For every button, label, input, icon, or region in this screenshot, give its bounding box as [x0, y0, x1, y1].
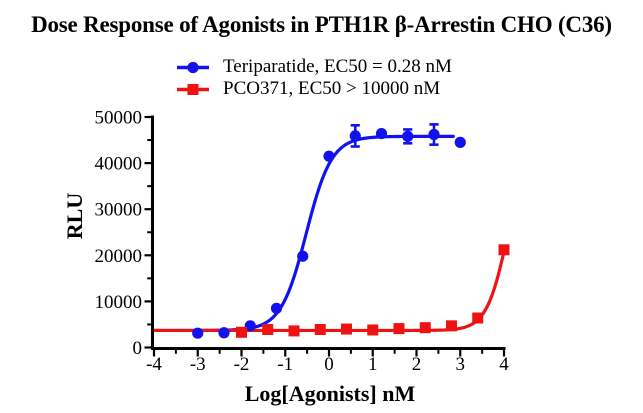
- y-tick-label: 50000: [95, 108, 143, 129]
- data-point-teriparatide: [323, 150, 335, 162]
- data-point-teriparatide: [375, 127, 388, 140]
- x-axis-title: Log[Agonists] nM: [244, 381, 416, 406]
- data-point-teriparatide: [454, 136, 466, 148]
- data-point-teriparatide: [218, 327, 230, 339]
- x-tick-label: 0: [324, 354, 334, 375]
- data-point-pco371: [262, 324, 274, 336]
- teriparatide-fit-curve: [152, 134, 455, 333]
- data-point-pco371: [341, 323, 352, 335]
- y-tick-label: 20000: [95, 246, 143, 267]
- x-tick-label: -2: [234, 354, 250, 375]
- data-point-teriparatide: [270, 302, 283, 314]
- legend-item-pco371: PCO371, EC50 > 10000 nM: [176, 78, 452, 100]
- data-point-pco371: [393, 323, 405, 335]
- legend-item-teriparatide: Teriparatide, EC50 = 0.28 nM: [176, 56, 452, 78]
- data-point-pco371: [498, 244, 510, 256]
- x-tick-label: -3: [190, 354, 206, 375]
- data-point-pco371: [419, 322, 431, 334]
- y-tick-label: 40000: [95, 154, 143, 175]
- data-point-teriparatide: [349, 130, 361, 142]
- x-tick-label: 4: [499, 354, 509, 375]
- x-tick-label: 3: [456, 354, 466, 375]
- data-point-pco371: [367, 324, 379, 336]
- y-tick-label: 30000: [95, 200, 143, 221]
- data-point-teriparatide: [297, 250, 309, 262]
- chart-title: Dose Response of Agonists in PTH1R β-Arr…: [31, 12, 612, 37]
- pco371-fit-curve: [152, 249, 506, 333]
- data-point-pco371: [236, 326, 247, 338]
- x-tick-label: -1: [277, 354, 293, 375]
- data-point-pco371: [446, 320, 457, 332]
- pco371-square-marker-icon: [177, 83, 209, 95]
- data-point-teriparatide: [244, 320, 256, 332]
- data-point-teriparatide: [402, 130, 414, 142]
- data-point-pco371: [288, 325, 300, 337]
- data-point-teriparatide: [428, 128, 440, 141]
- data-point-pco371: [314, 324, 326, 336]
- legend-label-pco371: PCO371, EC50 > 10000 nM: [223, 78, 441, 99]
- legend: Teriparatide, EC50 = 0.28 nM PCO371, EC5…: [176, 56, 452, 100]
- y-tick-label: 0: [133, 338, 143, 359]
- data-point-teriparatide: [192, 327, 204, 339]
- x-tick-label: -4: [146, 354, 162, 375]
- teriparatide-circle-marker-icon: [177, 61, 209, 73]
- x-tick-label: 1: [368, 354, 378, 375]
- x-tick-label: 2: [412, 354, 422, 375]
- data-point-pco371: [472, 312, 484, 324]
- legend-label-teriparatide: Teriparatide, EC50 = 0.28 nM: [223, 56, 452, 77]
- y-tick-label: 10000: [95, 292, 143, 313]
